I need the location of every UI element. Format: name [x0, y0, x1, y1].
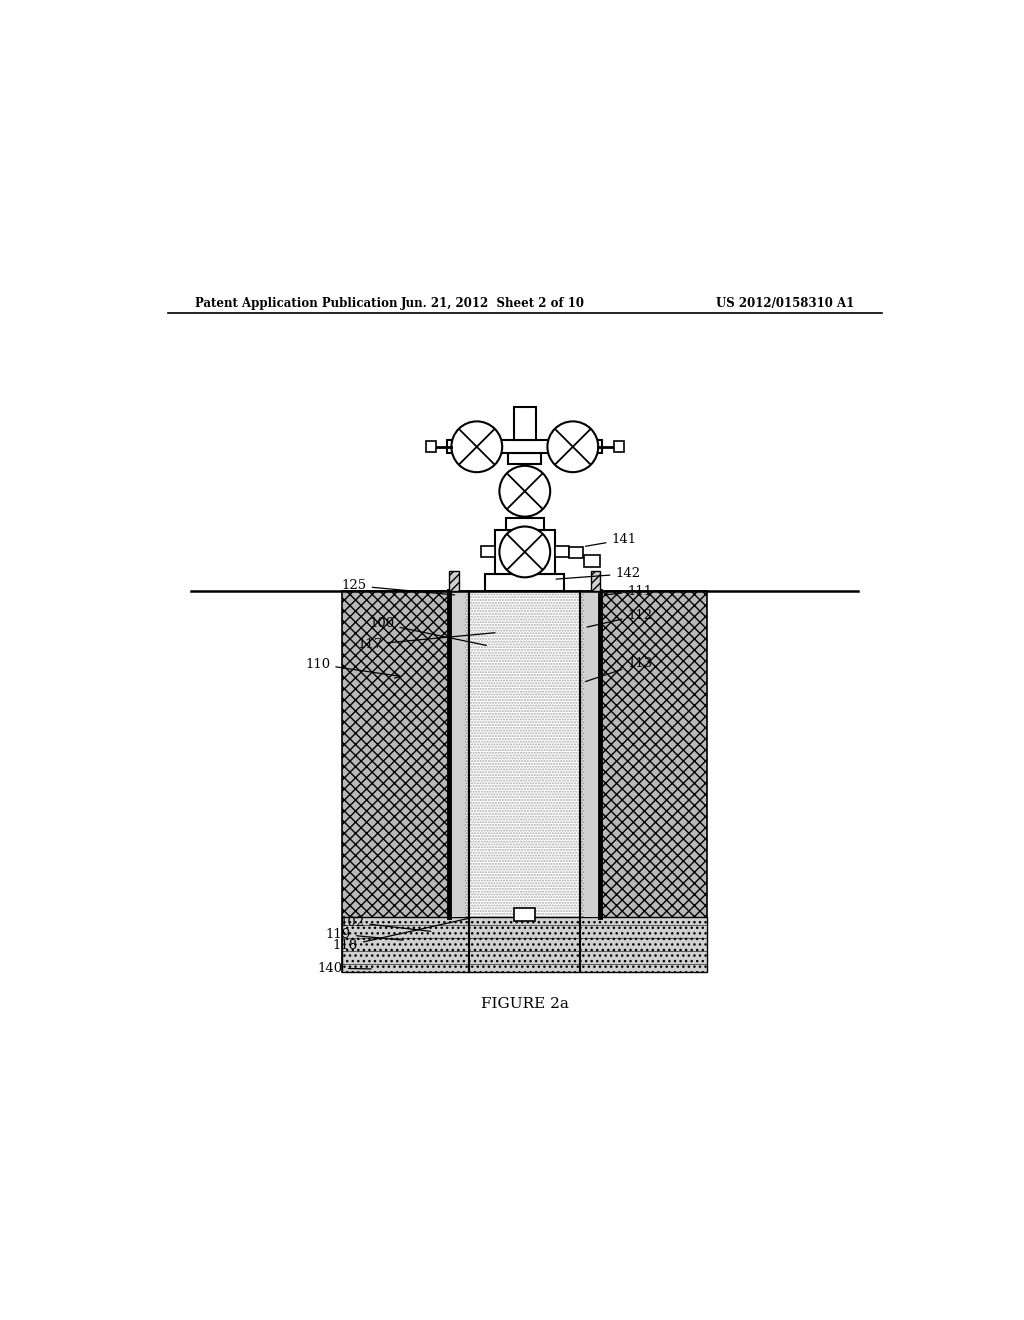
- Polygon shape: [450, 572, 459, 591]
- Polygon shape: [450, 591, 600, 916]
- Bar: [485, 574, 564, 591]
- Bar: [506, 519, 544, 531]
- Bar: [585, 554, 600, 568]
- Bar: [426, 441, 435, 453]
- Polygon shape: [469, 591, 581, 972]
- Text: Patent Application Publication: Patent Application Publication: [196, 297, 398, 310]
- Polygon shape: [342, 591, 708, 972]
- Text: 118: 118: [333, 917, 470, 953]
- Circle shape: [500, 527, 550, 577]
- Bar: [514, 908, 536, 920]
- Text: 125: 125: [342, 579, 455, 595]
- Text: 100: 100: [370, 618, 486, 645]
- Text: US 2012/0158310 A1: US 2012/0158310 A1: [716, 297, 854, 310]
- Circle shape: [452, 421, 502, 473]
- Text: 110: 110: [305, 657, 400, 678]
- Circle shape: [548, 421, 598, 473]
- Bar: [480, 546, 495, 557]
- Text: 119: 119: [326, 928, 403, 941]
- Bar: [514, 407, 536, 441]
- Polygon shape: [585, 591, 600, 916]
- Text: 111: 111: [604, 585, 652, 598]
- Bar: [614, 441, 624, 453]
- Text: FIGURE 2a: FIGURE 2a: [481, 997, 568, 1011]
- Text: 142: 142: [556, 568, 641, 581]
- Circle shape: [500, 466, 550, 516]
- Bar: [555, 546, 569, 557]
- Bar: [447, 441, 602, 453]
- Polygon shape: [450, 591, 465, 916]
- Polygon shape: [591, 572, 600, 591]
- Text: Jun. 21, 2012  Sheet 2 of 10: Jun. 21, 2012 Sheet 2 of 10: [401, 297, 585, 310]
- Bar: [569, 548, 583, 558]
- Text: 141: 141: [586, 533, 637, 546]
- Text: 112: 112: [587, 609, 652, 627]
- Text: 113: 113: [586, 657, 652, 681]
- Bar: [495, 531, 555, 574]
- Text: 117: 117: [357, 632, 495, 651]
- Polygon shape: [342, 916, 708, 972]
- Text: 140: 140: [317, 962, 372, 974]
- Bar: [508, 453, 542, 465]
- Text: 102: 102: [339, 916, 431, 932]
